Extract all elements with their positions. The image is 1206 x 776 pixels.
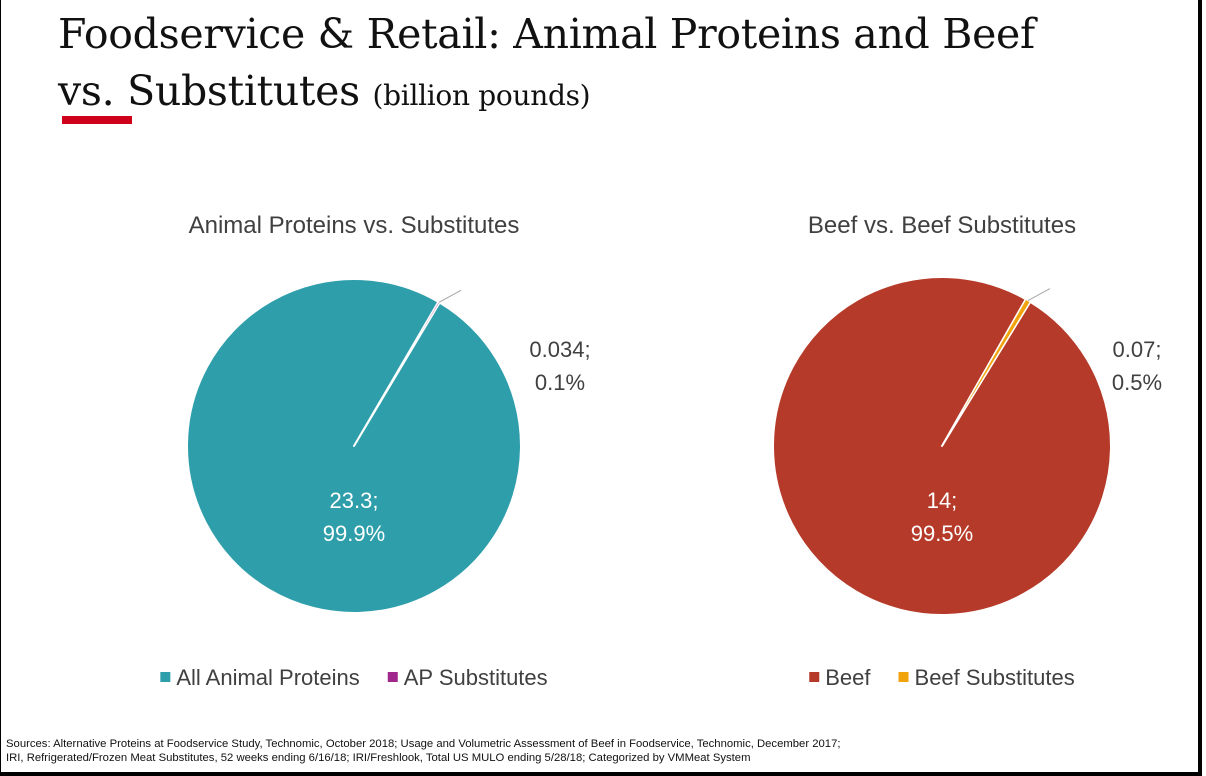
legend: All Animal Proteins AP Substitutes — [160, 665, 548, 690]
pie-chart-animal-proteins-vs-substitutes: Animal Proteins vs. Substitutes 23.3; 99.9… — [160, 212, 591, 690]
leader-line-ap-substitutes — [438, 289, 462, 303]
title-unit: (billion pounds) — [372, 79, 591, 112]
data-label-beef-percent: 99.5% — [911, 521, 973, 546]
title-line2: Substitutes — [114, 67, 373, 115]
legend-label-ap-substitutes: AP Substitutes — [404, 665, 548, 690]
data-label-beef-value: 14; — [927, 488, 958, 513]
data-label-beef-substitutes-percent: 0.5% — [1112, 370, 1162, 395]
chart-title: Beef vs. Beef Substitutes — [808, 212, 1076, 239]
data-label-ap-substitutes-percent: 0.1% — [535, 370, 585, 395]
data-label-all-animal-proteins-percent: 99.9% — [323, 521, 385, 546]
data-label-all-animal-proteins-value: 23.3; — [330, 488, 379, 513]
sources-line2: IRI, Refrigerated/Frozen Meat Substitute… — [6, 752, 751, 764]
accent-underline — [62, 116, 132, 124]
leader-line-beef-substitutes — [1027, 288, 1051, 301]
legend-swatch-beef-substitutes — [898, 672, 909, 682]
legend-swatch-ap-substitutes — [387, 672, 398, 682]
data-label-ap-substitutes-value: 0.034; — [529, 337, 590, 362]
title-vs: vs. — [58, 67, 115, 115]
sources-line1: Sources: Alternative Proteins at Foodser… — [6, 738, 841, 750]
legend-label-all-animal-proteins: All Animal Proteins — [176, 665, 359, 690]
data-label-beef-substitutes-value: 0.07; — [1113, 337, 1162, 362]
legend-swatch-all-animal-proteins — [160, 672, 171, 682]
chart-title: Animal Proteins vs. Substitutes — [189, 212, 520, 239]
legend-label-beef: Beef — [825, 665, 871, 690]
sources-note: Sources: Alternative Proteins at Foodser… — [6, 737, 1196, 765]
legend-label-beef-substitutes: Beef Substitutes — [915, 665, 1075, 690]
legend-swatch-beef — [809, 672, 820, 682]
title-line1: Foodservice & Retail: Animal Proteins an… — [58, 10, 1035, 58]
slide-title: Foodservice & Retail: Animal Proteins an… — [58, 6, 1188, 124]
pie-slice-beef-substitutes — [941, 298, 1031, 447]
legend: Beef Beef Substitutes — [809, 665, 1075, 690]
pie-chart-beef-vs-beef-substitutes: Beef vs. Beef Substitutes 14; 99.5% 0.07; 0.… — [772, 212, 1162, 690]
